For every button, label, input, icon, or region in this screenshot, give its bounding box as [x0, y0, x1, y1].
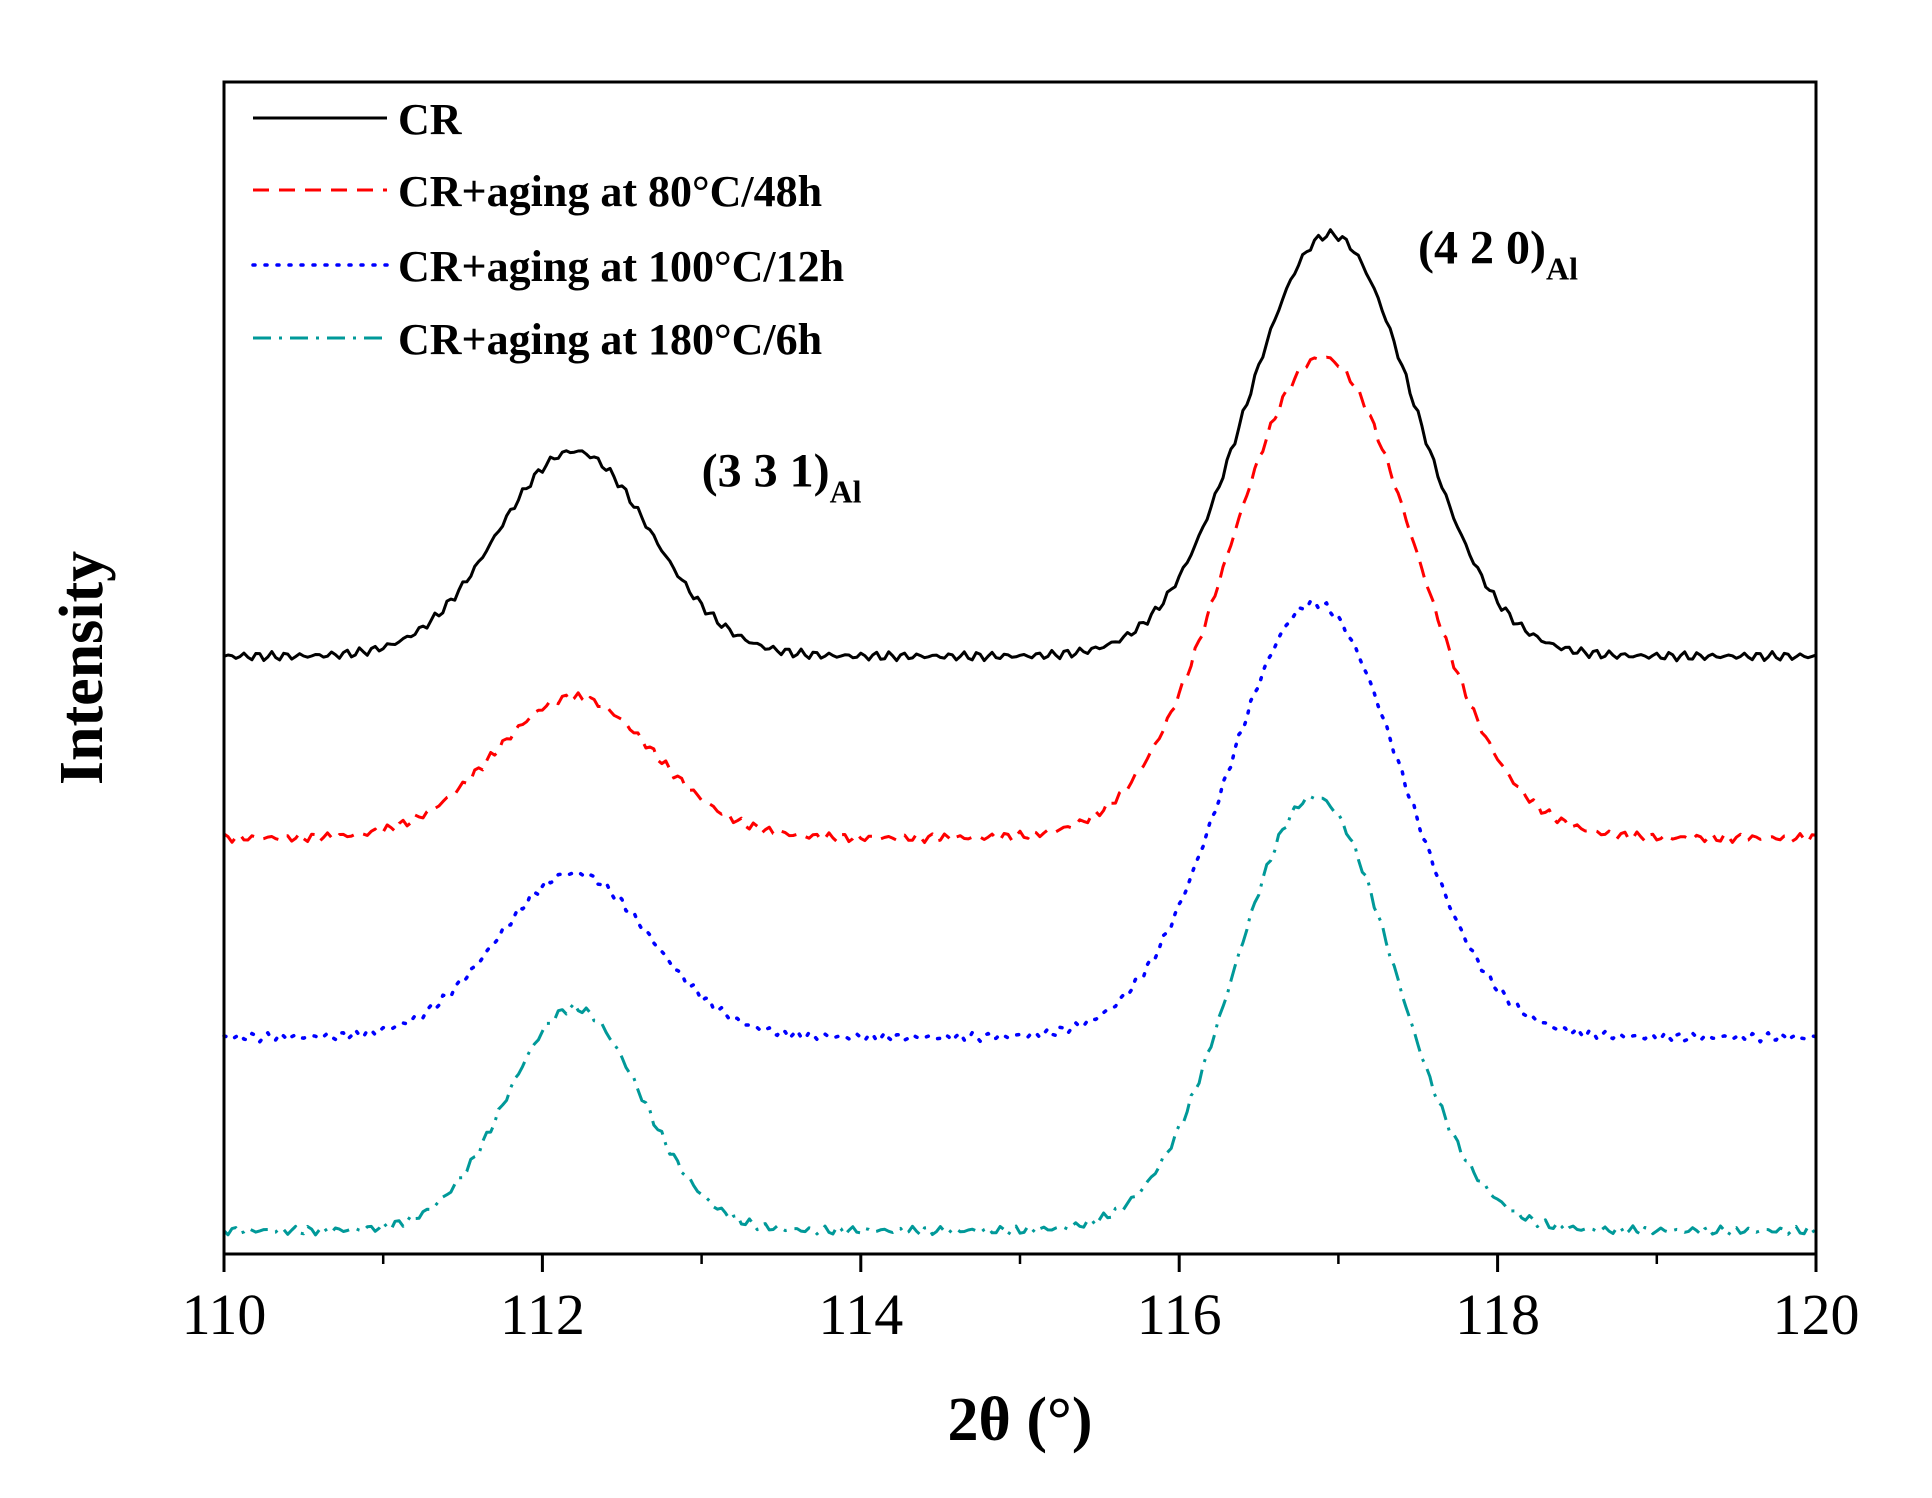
y-axis-title: Intensity [48, 551, 116, 785]
peak-label-main: (4 2 0) [1418, 222, 1546, 275]
x-tick-label: 118 [1455, 1282, 1540, 1347]
legend-label-cr: CR [398, 95, 463, 144]
series-line-3 [222, 795, 1818, 1237]
legend-label-aging80: CR+aging at 80°C/48h [398, 167, 822, 216]
legend-label-aging100: CR+aging at 100°C/12h [398, 242, 844, 291]
peak-label: (3 3 1)Al [702, 444, 862, 509]
legend: CR CR+aging at 80°C/48h CR+aging at 100°… [251, 95, 844, 364]
x-tick-label: 114 [818, 1282, 903, 1347]
series-line-1 [223, 355, 1817, 844]
peak-label: (4 2 0)Al [1418, 222, 1578, 287]
x-tick-label: 116 [1137, 1282, 1222, 1347]
x-tick-label: 120 [1773, 1282, 1860, 1347]
legend-label-aging180: CR+aging at 180°C/6h [398, 315, 822, 364]
peak-label-subscript: Al [1546, 251, 1578, 287]
x-tick-label: 110 [182, 1282, 267, 1347]
x-tick-label: 112 [500, 1282, 585, 1347]
x-axis-ticks: 110 112 114 116 118 120 [182, 1254, 1860, 1347]
series-layer [222, 228, 1818, 1237]
peak-label-subscript: Al [830, 473, 862, 509]
peak-label-main: (3 3 1) [702, 444, 830, 497]
peak-annotations: (3 3 1)Al(4 2 0)Al [702, 222, 1578, 510]
series-line-0 [223, 228, 1817, 663]
series-line-2 [222, 599, 1818, 1044]
x-axis-title: 2θ (°) [948, 1386, 1093, 1454]
